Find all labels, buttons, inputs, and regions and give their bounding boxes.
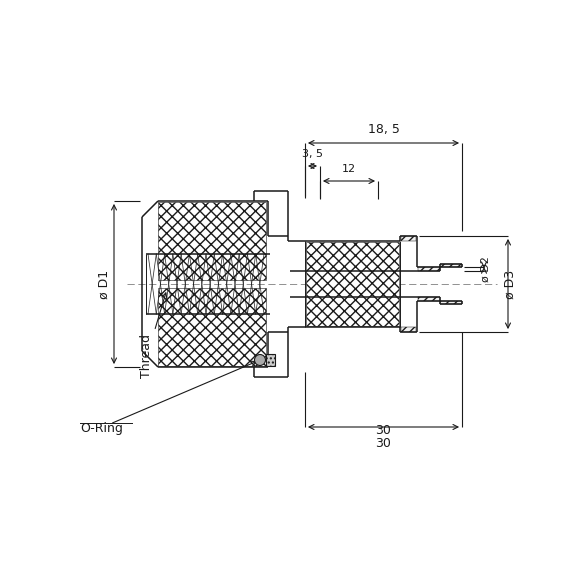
Text: 30: 30 <box>375 424 392 437</box>
Circle shape <box>254 354 265 365</box>
Text: ø D2: ø D2 <box>481 256 491 282</box>
Polygon shape <box>401 327 416 332</box>
Text: 12: 12 <box>342 164 356 174</box>
Polygon shape <box>306 242 399 326</box>
Bar <box>266 354 275 366</box>
Text: ø D1: ø D1 <box>98 269 111 299</box>
Polygon shape <box>418 264 462 271</box>
Text: ø D3: ø D3 <box>503 269 516 299</box>
Text: 30: 30 <box>375 437 392 450</box>
Polygon shape <box>158 202 266 280</box>
Polygon shape <box>418 297 462 304</box>
Polygon shape <box>158 288 266 366</box>
Text: 3, 5: 3, 5 <box>302 149 323 159</box>
Polygon shape <box>401 236 416 241</box>
Text: O-Ring: O-Ring <box>80 422 123 435</box>
Text: 18, 5: 18, 5 <box>368 123 399 136</box>
Text: Thread: Thread <box>140 293 167 378</box>
